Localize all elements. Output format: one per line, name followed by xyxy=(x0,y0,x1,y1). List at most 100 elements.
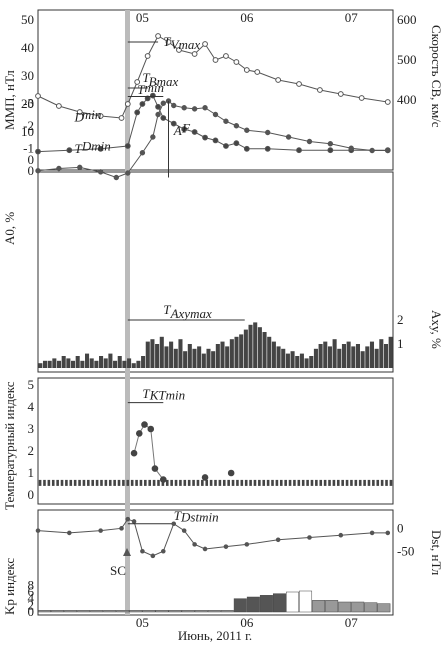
axy-bar xyxy=(309,356,314,368)
sw-point xyxy=(97,113,104,119)
temp-baseline-mark xyxy=(380,479,384,486)
dst-point xyxy=(223,544,229,549)
axy-bar xyxy=(360,351,365,368)
sw-line xyxy=(37,35,388,119)
temp-baseline-mark xyxy=(165,479,169,486)
dst-point xyxy=(202,546,208,552)
temp-baseline-mark xyxy=(319,479,323,486)
axy-bar xyxy=(239,334,244,368)
tdstmin-subscript: Dstmin xyxy=(180,509,219,524)
kp-bar xyxy=(272,593,286,613)
a0-point xyxy=(369,147,375,154)
axy-bar xyxy=(145,341,150,368)
sc-arrow-icon xyxy=(123,548,131,556)
temp-baseline-mark xyxy=(82,479,86,486)
sw-point xyxy=(358,95,365,101)
a0-point xyxy=(155,111,161,118)
sw-point xyxy=(191,51,198,57)
dst-y-tick: 0 xyxy=(397,520,404,535)
temp-y-tick: 4 xyxy=(28,399,35,414)
dst-point xyxy=(192,542,197,547)
temp-baseline-mark xyxy=(95,479,99,486)
axy-bar xyxy=(262,332,267,368)
imf-point xyxy=(66,147,73,154)
temp-baseline-mark xyxy=(187,479,191,486)
temp-baseline-mark xyxy=(275,479,279,486)
kp-bar xyxy=(233,598,247,613)
dst-point xyxy=(140,548,145,554)
sw-point xyxy=(337,91,344,97)
x-tick-label-bottom: 06 xyxy=(240,615,254,630)
x-axis-label: Июнь, 2011 г. xyxy=(178,628,252,643)
imf-point xyxy=(191,129,198,135)
sw-point xyxy=(155,33,161,39)
a0-point xyxy=(191,106,198,112)
temp-baseline-mark xyxy=(65,479,68,486)
temp-baseline-mark xyxy=(135,479,138,486)
temp-baseline-mark xyxy=(227,479,230,486)
imf-point xyxy=(264,145,271,152)
dst-point xyxy=(307,535,312,540)
sc-label: SC xyxy=(110,563,126,578)
x-tick-label: 07 xyxy=(345,10,359,25)
temp-baseline-mark xyxy=(122,479,125,486)
temp-baseline-mark xyxy=(301,479,305,486)
kp-bar xyxy=(364,602,378,613)
imf-y-tick: 10 xyxy=(21,124,34,139)
kp-bar xyxy=(116,610,130,613)
dst-point xyxy=(150,553,156,559)
sw-ylabel: Скорость СВ, км/с xyxy=(429,25,441,128)
axy-bar xyxy=(229,339,234,368)
temp-baseline-mark xyxy=(113,479,116,486)
axy-bar xyxy=(150,339,155,368)
axy-bar xyxy=(276,346,281,368)
a0-y-tick: -3 xyxy=(23,95,34,110)
temp-baseline-mark xyxy=(192,479,195,486)
temp-y-tick: 0 xyxy=(28,487,35,502)
axy-bar xyxy=(89,358,94,368)
axy-bar xyxy=(365,346,370,368)
temp-baseline-mark xyxy=(43,479,46,486)
temp-y-tick: 1 xyxy=(28,465,35,480)
axy-bar xyxy=(131,363,136,368)
kp-bar xyxy=(207,610,221,613)
temp-baseline-mark xyxy=(108,479,112,486)
axy-bar xyxy=(75,356,80,368)
temp-baseline-mark xyxy=(244,479,248,486)
dst-point xyxy=(338,532,344,538)
a0-point xyxy=(385,147,391,154)
sw-y-tick: 500 xyxy=(397,52,417,67)
temp-baseline-mark xyxy=(91,479,95,486)
a0-point xyxy=(171,102,177,109)
imf-point xyxy=(139,101,146,107)
axy-bar xyxy=(42,360,48,368)
temp-baseline-mark xyxy=(293,479,296,486)
axy-bar xyxy=(243,329,248,368)
imf-point xyxy=(296,147,302,154)
sw-point xyxy=(55,103,62,109)
sw-y-tick: 600 xyxy=(397,12,417,27)
axy-bar xyxy=(253,322,258,368)
temp-point xyxy=(141,421,148,428)
axy-bar xyxy=(332,339,337,368)
temp-baseline-mark xyxy=(38,479,42,486)
temp-baseline-mark xyxy=(174,479,178,486)
af-subscript: F xyxy=(181,121,191,136)
x-tick-label: 05 xyxy=(136,10,149,25)
axy-bar xyxy=(155,344,160,368)
temperature-ylabel: Температурный индекс xyxy=(2,381,17,510)
imf-point xyxy=(97,145,104,152)
af-label: A xyxy=(173,123,182,138)
imf-point xyxy=(202,134,208,141)
axy-bar xyxy=(267,336,272,368)
sw-point xyxy=(254,69,261,75)
a0-point xyxy=(265,129,271,136)
sw-point xyxy=(124,101,131,107)
axy-bar xyxy=(169,341,174,368)
dst-y-tick: -50 xyxy=(397,543,414,558)
kp-bar xyxy=(77,610,91,613)
imf-ylabel: ММП, нТл xyxy=(2,70,17,130)
imf-y-tick: 50 xyxy=(21,12,34,27)
sw-point xyxy=(233,59,240,65)
